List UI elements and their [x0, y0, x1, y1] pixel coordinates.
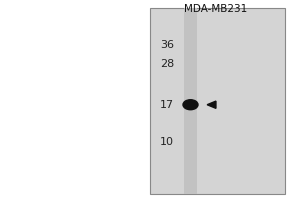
Polygon shape	[207, 101, 216, 108]
Bar	[150, 8, 285, 194]
Text: MDA-MB231: MDA-MB231	[184, 4, 248, 14]
Text: 10: 10	[160, 137, 174, 147]
Text: 17: 17	[160, 100, 174, 110]
Bar	[184, 8, 197, 194]
Text: 36: 36	[160, 40, 174, 50]
Circle shape	[183, 100, 198, 110]
Text: 28: 28	[160, 59, 174, 69]
